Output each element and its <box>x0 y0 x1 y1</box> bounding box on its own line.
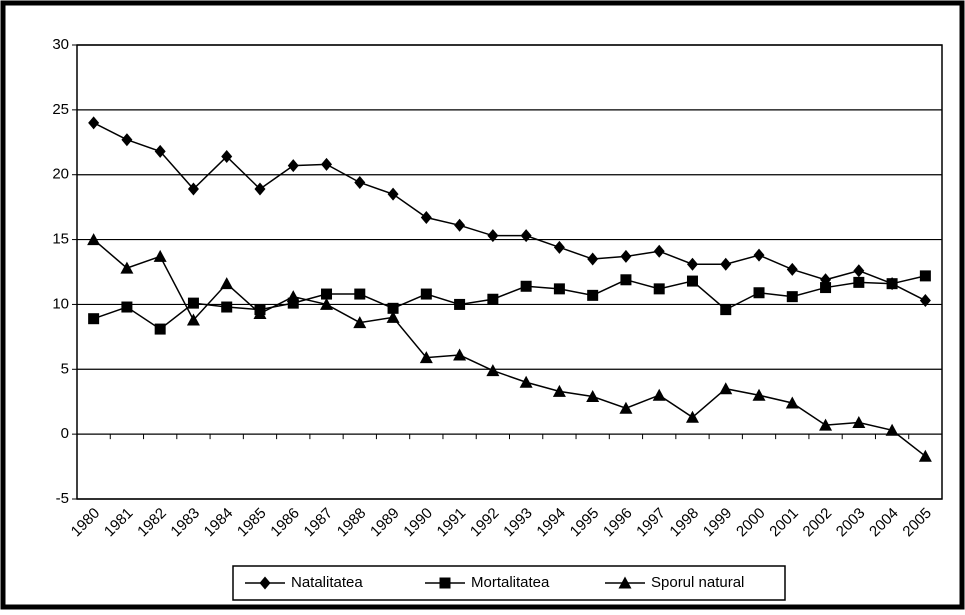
y-tick-label: 15 <box>52 231 69 248</box>
data-point <box>154 144 166 158</box>
data-point <box>486 364 500 377</box>
data-point <box>186 313 200 326</box>
data-point <box>454 298 466 310</box>
data-point <box>121 301 133 313</box>
data-point <box>653 244 665 258</box>
data-point <box>786 262 798 276</box>
data-point <box>753 248 765 262</box>
data-point <box>153 249 167 262</box>
data-point <box>885 423 899 436</box>
data-point <box>620 274 632 286</box>
data-point <box>520 229 532 243</box>
data-point <box>253 307 267 320</box>
data-point <box>386 310 400 323</box>
data-point <box>353 316 367 329</box>
data-point <box>121 133 133 147</box>
data-point <box>819 418 833 431</box>
data-point <box>785 396 799 409</box>
data-point <box>520 280 532 292</box>
legend-label: Mortalitatea <box>471 574 550 591</box>
legend-marker <box>259 576 271 590</box>
data-point <box>852 415 866 428</box>
data-point <box>321 157 333 171</box>
data-point <box>720 257 732 271</box>
data-point <box>286 290 300 303</box>
data-point <box>820 282 832 294</box>
data-point <box>420 211 432 225</box>
data-point <box>487 229 499 243</box>
y-tick-label: 25 <box>52 101 69 118</box>
data-point <box>354 288 366 300</box>
data-point <box>620 249 632 263</box>
data-point <box>354 175 366 189</box>
data-point <box>454 218 466 232</box>
data-point <box>919 294 931 308</box>
data-point <box>853 276 865 288</box>
data-point <box>220 277 234 290</box>
legend-box <box>232 565 786 601</box>
data-point <box>287 159 299 173</box>
data-point <box>586 390 600 403</box>
data-point <box>154 323 166 335</box>
series-line <box>93 275 926 330</box>
data-point <box>187 182 199 196</box>
legend-marker <box>618 576 632 589</box>
series-line <box>93 122 926 302</box>
y-tick-label: 20 <box>52 166 69 183</box>
data-point <box>453 348 467 361</box>
data-point <box>886 278 898 290</box>
data-point <box>320 297 334 310</box>
data-point <box>752 388 766 401</box>
data-point <box>587 289 599 301</box>
data-point <box>287 297 299 309</box>
data-point <box>519 375 533 388</box>
data-point <box>87 233 101 246</box>
data-point <box>552 384 566 397</box>
legend-marker <box>439 577 451 589</box>
data-point <box>619 401 633 414</box>
data-point <box>685 410 699 423</box>
data-point <box>420 288 432 300</box>
data-point <box>187 297 199 309</box>
data-point <box>553 240 565 254</box>
data-point <box>686 257 698 271</box>
data-point <box>487 293 499 305</box>
data-point <box>221 301 233 313</box>
legend-label: Natalitatea <box>291 574 363 591</box>
data-point <box>918 449 932 462</box>
data-point <box>719 382 733 395</box>
data-point <box>88 313 100 325</box>
legend-label: Sporul natural <box>651 574 744 591</box>
data-point <box>720 304 732 316</box>
data-point <box>652 388 666 401</box>
y-tick-label: 10 <box>52 295 69 312</box>
plot-area <box>76 44 943 500</box>
data-point <box>553 283 565 295</box>
y-tick-label: 5 <box>61 360 69 377</box>
data-point <box>653 283 665 295</box>
y-tick-label: 30 <box>52 36 69 53</box>
data-point <box>254 182 266 196</box>
data-point <box>221 150 233 164</box>
data-point <box>919 270 931 282</box>
data-point <box>321 288 333 300</box>
data-point <box>686 275 698 287</box>
y-tick-label: 0 <box>61 425 69 442</box>
data-point <box>853 264 865 278</box>
data-point <box>387 302 399 314</box>
data-point <box>753 287 765 299</box>
data-point <box>419 351 433 364</box>
y-tick-label: -5 <box>56 490 69 507</box>
data-point <box>587 252 599 266</box>
data-point <box>786 291 798 303</box>
data-point <box>88 116 100 130</box>
data-point <box>120 261 134 274</box>
data-point <box>387 187 399 201</box>
